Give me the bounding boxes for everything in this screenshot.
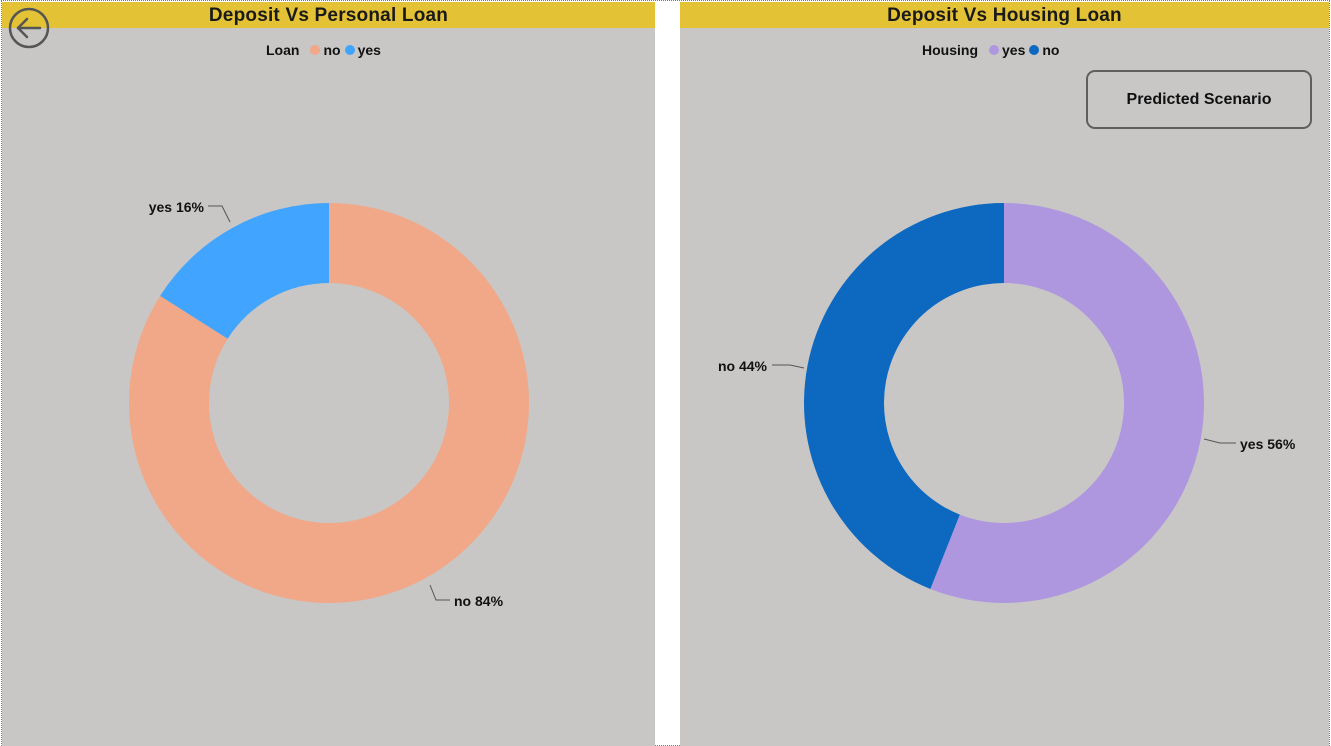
- donut-slice-yes[interactable]: [930, 203, 1204, 603]
- legend-dot-yes: [344, 45, 355, 55]
- donut-chart-housing-loan: yes 56% no 44%: [718, 203, 1296, 603]
- donut-slice-yes[interactable]: [160, 203, 329, 339]
- legend-personal-loan: Loan no yes: [266, 41, 385, 59]
- legend-title: Housing: [922, 42, 978, 58]
- donut-slice-no[interactable]: [803, 203, 1004, 589]
- back-button[interactable]: [8, 7, 50, 49]
- chart-panel-personal-loan: Deposit Vs Personal Loan Loan no yes no …: [2, 2, 655, 746]
- data-label-yes: yes 16%: [149, 199, 205, 215]
- legend-entry-yes[interactable]: yes: [344, 42, 381, 58]
- leader-line-yes: [1203, 438, 1236, 444]
- legend-dot-no: [310, 45, 321, 55]
- legend-label-yes: yes: [357, 42, 381, 58]
- leader-line-no: [772, 364, 805, 369]
- legend-entry-no[interactable]: no: [1029, 42, 1059, 58]
- legend-dot-yes: [989, 45, 999, 55]
- predicted-scenario-button[interactable]: Predicted Scenario: [1086, 70, 1312, 129]
- legend-dot-no: [1029, 45, 1040, 55]
- data-label-no: no 44%: [718, 358, 768, 374]
- donut-chart-personal-loan: no 84% yes 16%: [129, 199, 529, 609]
- leader-line-yes: [208, 205, 231, 223]
- chart-title-personal-loan: Deposit Vs Personal Loan: [2, 2, 655, 28]
- legend-entry-no[interactable]: no: [310, 42, 341, 58]
- legend-title: Loan: [266, 42, 300, 58]
- data-label-no: no 84%: [454, 593, 504, 609]
- chart-panel-housing-loan: Deposit Vs Housing Loan Housing yes no y…: [680, 2, 1329, 746]
- legend-entry-yes[interactable]: yes: [989, 42, 1025, 58]
- data-label-yes: yes 56%: [1240, 436, 1296, 452]
- legend-housing-loan: Housing yes no: [922, 41, 1063, 59]
- legend-label-yes: yes: [1002, 42, 1026, 58]
- leader-line-no: [429, 584, 450, 601]
- donut-slice-no[interactable]: [129, 203, 529, 603]
- legend-label-no: no: [323, 42, 341, 58]
- chart-title-housing-loan: Deposit Vs Housing Loan: [680, 2, 1329, 28]
- arrow-left-circle-icon: [8, 7, 50, 49]
- legend-label-no: no: [1042, 42, 1060, 58]
